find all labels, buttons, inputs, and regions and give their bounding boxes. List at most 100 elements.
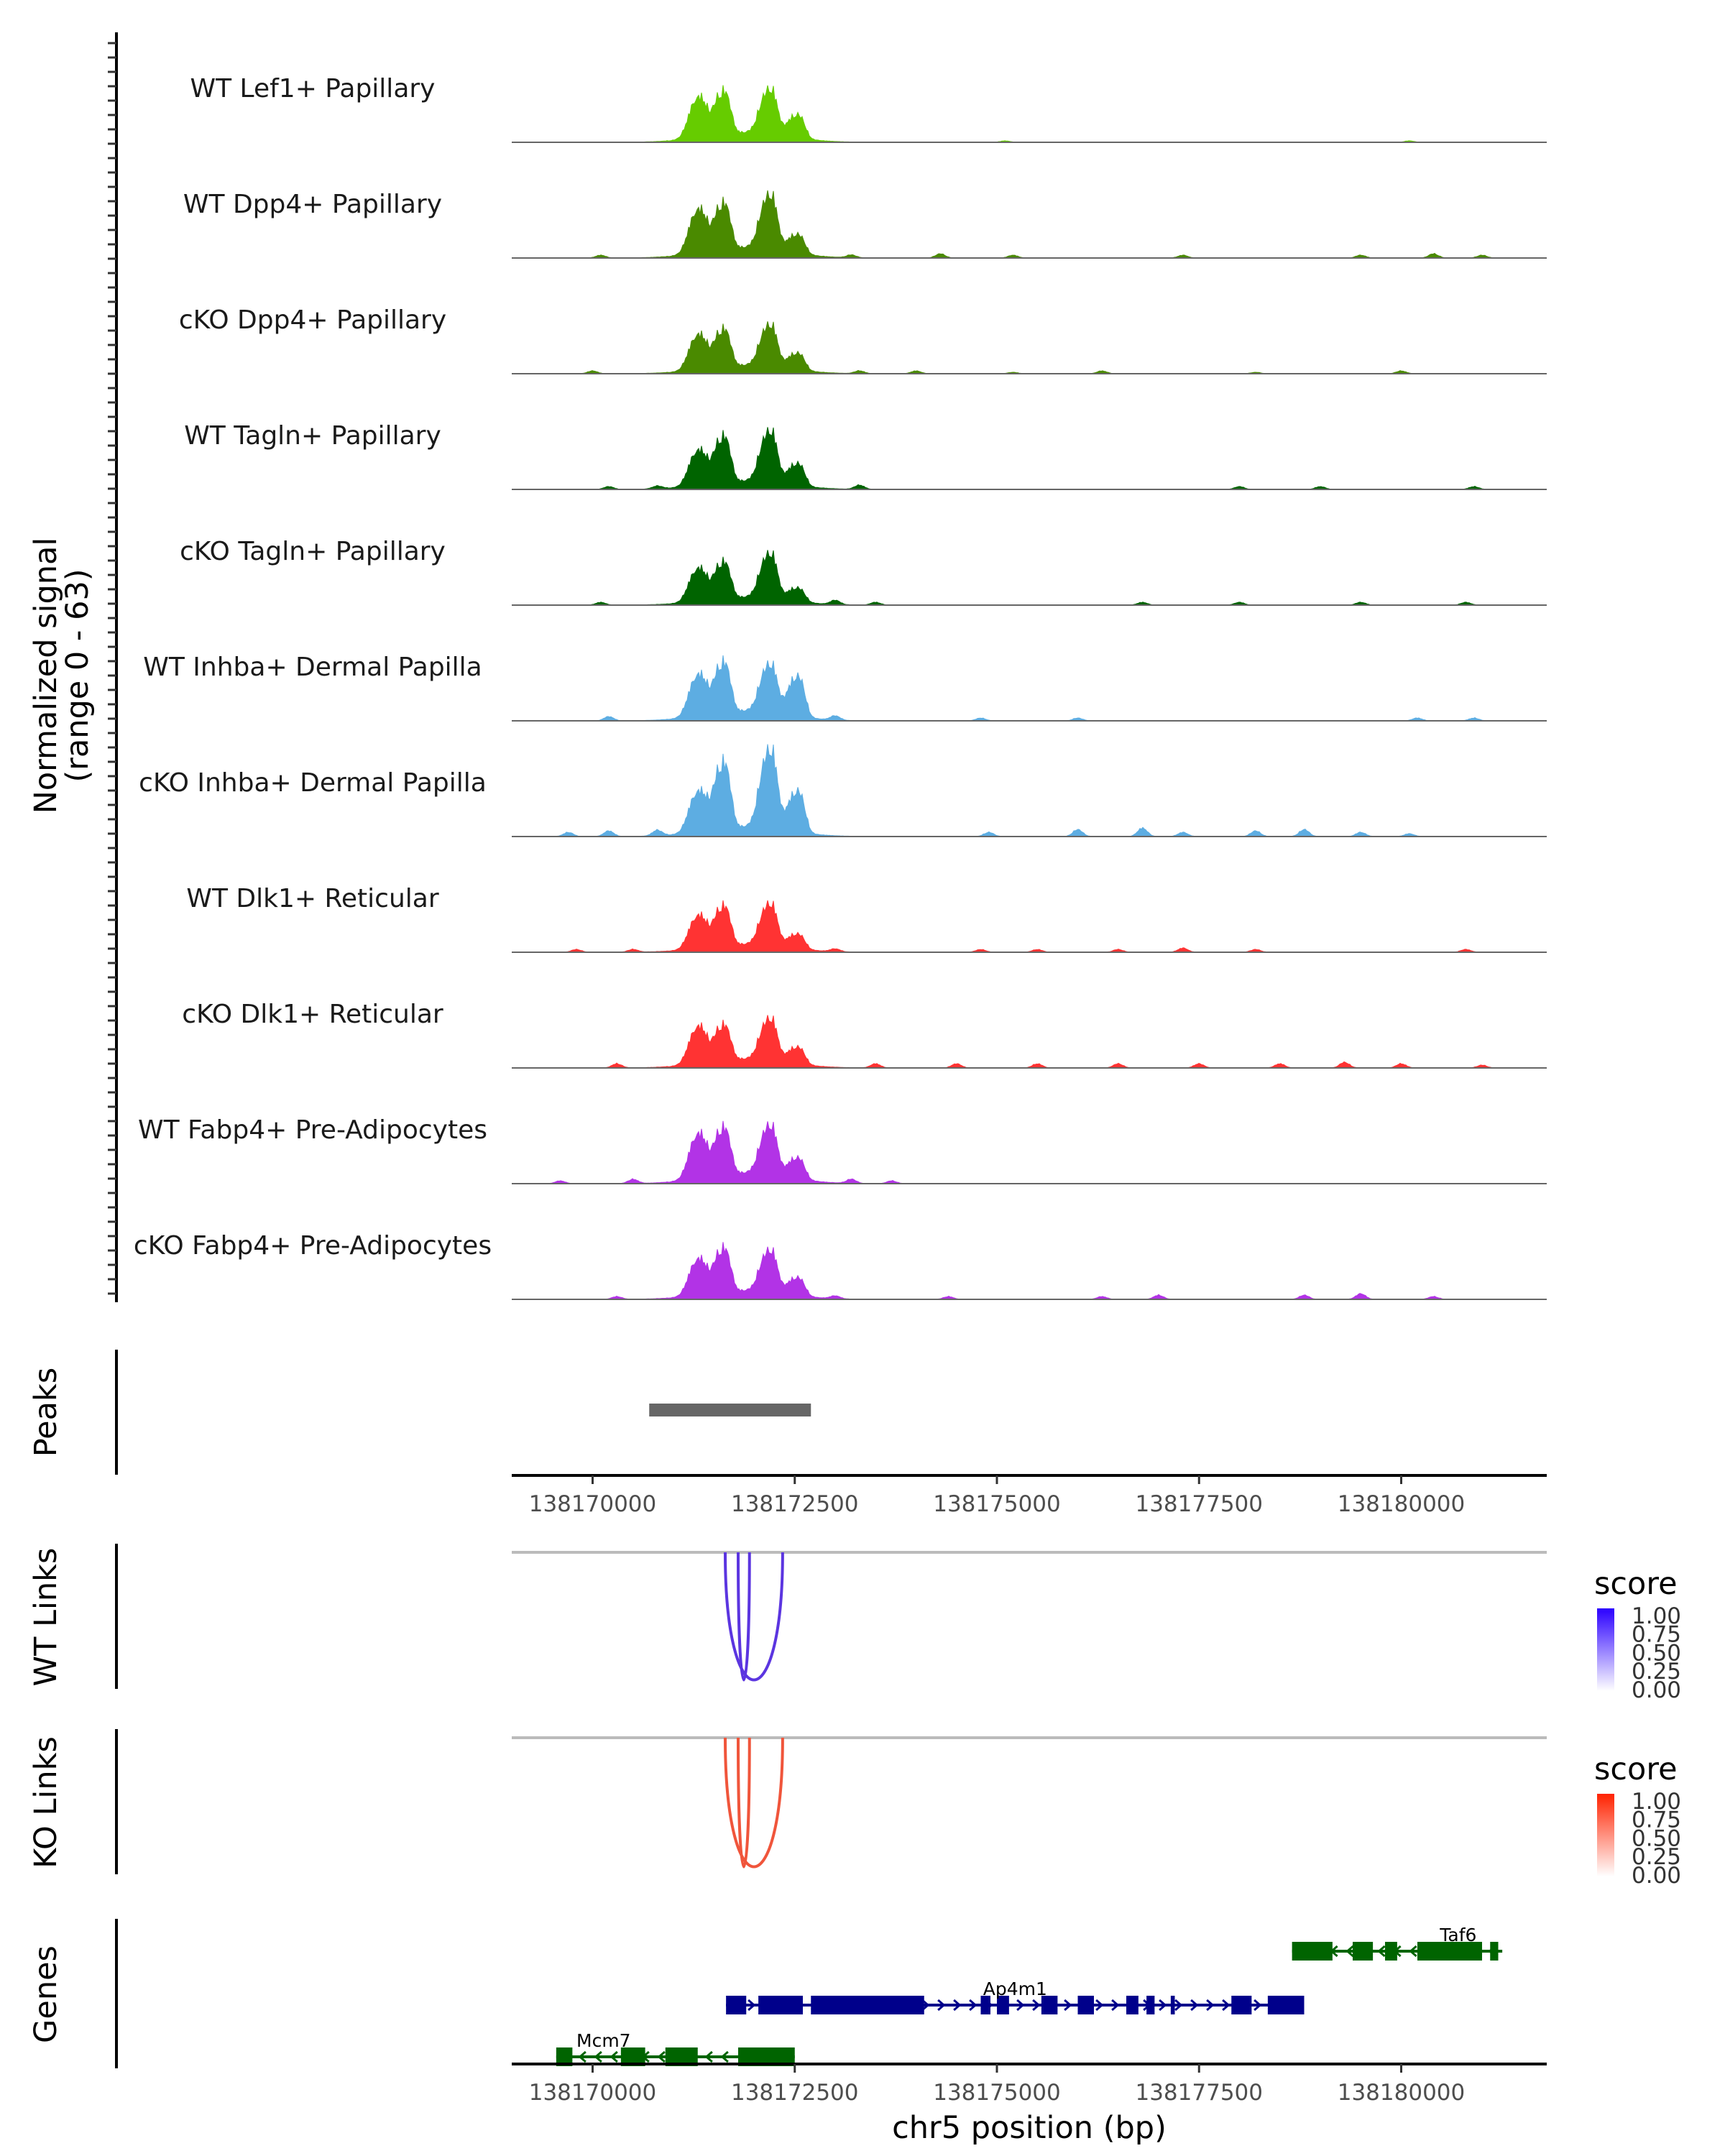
legend-title: score (1594, 1751, 1678, 1787)
coverage-area (512, 1242, 1547, 1300)
x-tick-label: 138180000 (1338, 1491, 1466, 1517)
strand-arrow (748, 1999, 756, 2012)
track-label: WT Fabp4+ Pre-Adipocytes (138, 1115, 487, 1145)
strand-arrow (578, 2050, 586, 2063)
track-label: cKO Dlk1+ Reticular (182, 1000, 443, 1029)
coverage-area (512, 1120, 1547, 1184)
legend-label: 0.00 (1632, 1677, 1681, 1703)
strand-arrow (1095, 1999, 1104, 2012)
track-label: WT Dpp4+ Papillary (183, 190, 442, 219)
x-tick-label: 138180000 (1338, 2080, 1466, 2106)
legend-label: 1.00 (1632, 1603, 1681, 1629)
gene-exon (1170, 1996, 1175, 2014)
track-label: cKO Fabp4+ Pre-Adipocytes (134, 1231, 492, 1261)
gene-model: Ap4m1 (726, 1978, 1305, 2014)
strand-arrow (1377, 1945, 1386, 1958)
legend-label: 1.00 (1632, 1789, 1681, 1815)
strand-arrow (1409, 1945, 1417, 1958)
strand-arrow (610, 2050, 618, 2063)
strand-arrow (1346, 1945, 1354, 1958)
coverage-area (512, 85, 1547, 143)
gene-exon (1353, 1942, 1374, 1961)
gene-exon (1417, 1942, 1482, 1961)
gene-exon (556, 2047, 573, 2066)
x-tick-label: 138175000 (933, 1491, 1061, 1517)
gene-exon (1490, 1942, 1499, 1961)
genes-track: Genes Taf6 Ap4m1 Mcm7 (28, 1919, 1503, 2068)
links-label: KO Links (28, 1736, 64, 1869)
x-tick-label: 138170000 (529, 2080, 657, 2106)
track-label: WT Inhba+ Dermal Papilla (143, 653, 482, 682)
gene-exon (726, 1996, 747, 2014)
legend-label: 0.00 (1632, 1863, 1681, 1889)
links-label: WT Links (28, 1548, 64, 1687)
strand-arrow (1222, 1999, 1230, 2012)
coverage-area (512, 655, 1547, 722)
coverage-ylabel: Normalized signal (28, 538, 64, 814)
coverage-tracks: WT Lef1+ Papillary WT Dpp4+ Papillary cKO … (134, 74, 1547, 1300)
link-arc (724, 1552, 784, 1682)
coverage-track: cKO Tagln+ Papillary (180, 537, 1547, 606)
genes-label: Genes (28, 1945, 64, 2043)
strand-arrow (1016, 1999, 1025, 2012)
link-arc (737, 1737, 751, 1869)
gene-name: Mcm7 (576, 2030, 631, 2051)
gene-model: Taf6 (1292, 1925, 1503, 1961)
strand-arrow (1254, 1999, 1262, 2012)
coverage-track: WT Dpp4+ Papillary (183, 190, 1547, 259)
gene-model: Mcm7 (556, 2030, 795, 2066)
legend-label: 0.75 (1632, 1807, 1681, 1833)
gene-name: Ap4m1 (983, 1978, 1047, 1999)
gene-exon (1126, 1996, 1138, 2014)
legend-title: score (1594, 1566, 1678, 1602)
coverage-track: cKO Fabp4+ Pre-Adipocytes (134, 1231, 1547, 1300)
coverage-y-axis (108, 32, 118, 1302)
coverage-area (512, 321, 1547, 374)
coverage-area (512, 1015, 1547, 1069)
gene-exon (1231, 1996, 1252, 2014)
gene-exon (1267, 1996, 1305, 2014)
track-label: WT Tagln+ Papillary (184, 421, 441, 451)
coverage-track: WT Lef1+ Papillary (190, 74, 1547, 143)
track-label: WT Dlk1+ Reticular (186, 884, 438, 913)
coverage-track: WT Tagln+ Papillary (184, 421, 1547, 490)
strand-arrow (937, 1999, 946, 2012)
strand-arrow (1159, 1999, 1167, 2012)
gene-exon (1041, 1996, 1058, 2014)
gene-exon (1292, 1942, 1333, 1961)
strand-arrow (1206, 1999, 1215, 2012)
legend-colorbar (1597, 1608, 1614, 1691)
x-tick-label: 138170000 (529, 1491, 657, 1517)
x-tick-label: 138177500 (1135, 2080, 1263, 2106)
strand-arrow (1190, 1999, 1199, 2012)
link-arc (724, 1737, 784, 1869)
x-tick-label: 138175000 (933, 2080, 1061, 2106)
legend-label: 0.25 (1632, 1844, 1681, 1870)
strand-arrow (720, 2050, 729, 2063)
peaks-track: Peaks (28, 1350, 811, 1475)
x-axis-top: 138170000 138172500 138175000 138177500 1381… (512, 1474, 1547, 1517)
strand-arrow (704, 2050, 713, 2063)
strand-arrow (1111, 1999, 1120, 2012)
strand-arrow (594, 2050, 602, 2063)
legend-label: 0.25 (1632, 1659, 1681, 1685)
coverage-track: cKO Dlk1+ Reticular (182, 1000, 1547, 1069)
x-tick-label: 138172500 (731, 1491, 859, 1517)
coverage-area (512, 190, 1547, 259)
coverage-track: cKO Inhba+ Dermal Papilla (139, 744, 1547, 837)
strand-arrow (921, 1999, 930, 2012)
legend-label: 0.75 (1632, 1622, 1681, 1648)
x-tick-label: 138172500 (731, 2080, 859, 2106)
gene-exon (980, 1996, 990, 2014)
coverage-ylabel-range: (range 0 - 63) (60, 568, 96, 782)
coverage-area (512, 900, 1547, 953)
x-axis-bottom: 138170000 138172500 138175000 138177500 1381… (512, 2063, 1547, 2106)
coverage-area (512, 550, 1547, 606)
strand-arrow (969, 1999, 978, 2012)
legend-colorbar (1597, 1794, 1614, 1876)
coverage-track: cKO Dpp4+ Papillary (179, 305, 1547, 374)
